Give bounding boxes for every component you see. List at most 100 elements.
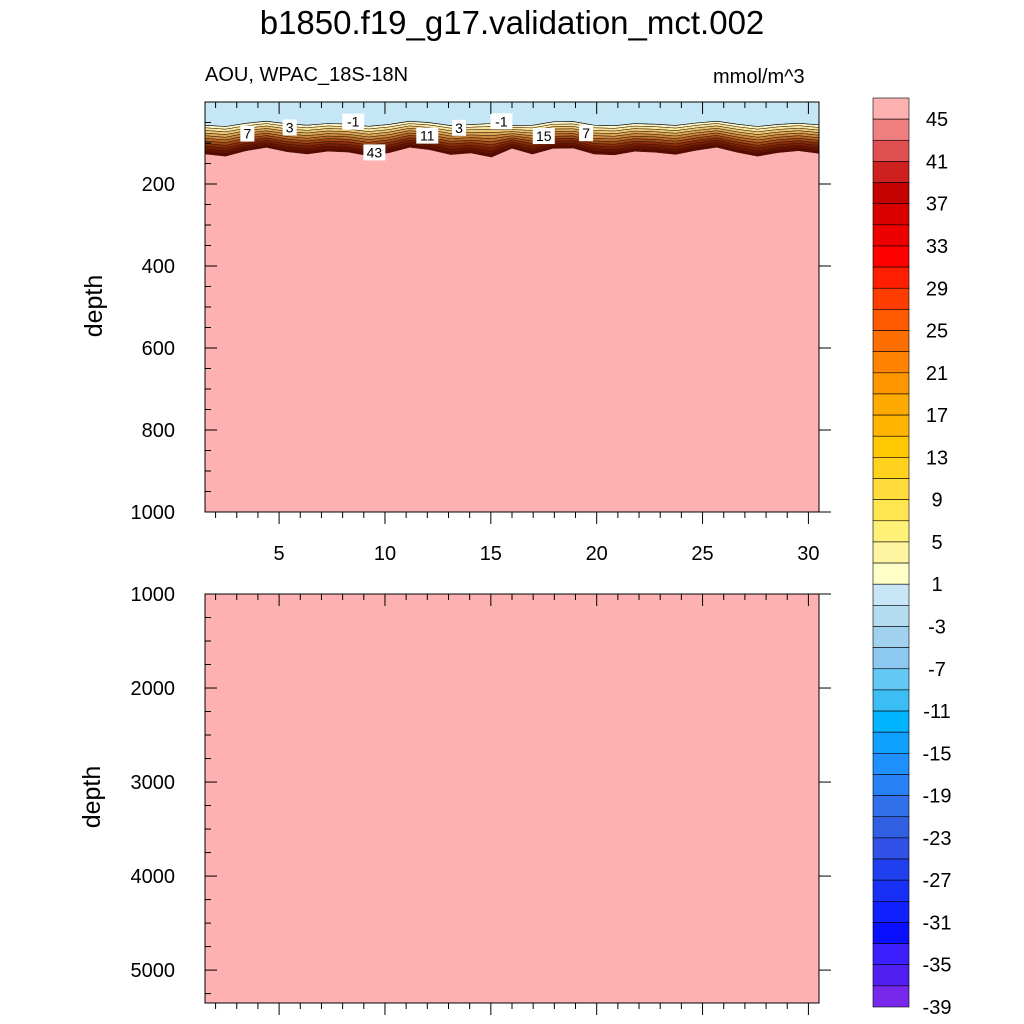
colorbar-box [872, 541, 910, 564]
contour-label-box [363, 144, 386, 161]
upper-xtick-label: 15 [480, 543, 502, 565]
colorbar-label: -15 [923, 743, 952, 765]
contour-label: -1 [347, 114, 360, 130]
colorbar-box [872, 837, 910, 860]
colorbar-box [872, 435, 910, 458]
contour-label: 7 [243, 126, 251, 142]
chart-title: b1850.f19_g17.validation_mct.002 [259, 4, 765, 41]
colorbar-box [872, 985, 910, 1008]
lower-ytick-label: 5000 [131, 960, 176, 982]
colorbar-box [872, 583, 910, 606]
colorbar-box [872, 414, 910, 437]
colorbar-box [872, 118, 910, 141]
colorbar-box [872, 266, 910, 289]
colorbar-label: 45 [926, 109, 948, 131]
colorbar-label: -3 [928, 616, 946, 638]
contour-label-box [416, 127, 439, 144]
upper-fill [205, 102, 819, 512]
contour-label-box [282, 119, 297, 136]
colorbar-label: 41 [926, 151, 948, 173]
units-label: mmol/m^3 [713, 66, 805, 88]
colorbar-box [872, 922, 910, 944]
colorbar-label: -7 [928, 659, 946, 681]
colorbar-label: -39 [923, 997, 952, 1019]
colorbar-label: -35 [923, 955, 952, 977]
colorbar-box [872, 457, 910, 479]
colorbar-box [872, 774, 910, 796]
colorbar-box [872, 97, 910, 120]
upper-xtick-label: 30 [797, 543, 819, 565]
upper-panel: 7 3 -1 43 11 3 -1 15 7 200 400 600 800 1000 5 10 15 20 25 3… [131, 101, 831, 565]
colorbar-box [872, 901, 910, 923]
colorbar-label: -31 [923, 912, 952, 934]
upper-xtick-label: 10 [374, 543, 396, 565]
upper-xtick-label: 5 [274, 543, 285, 565]
lower-ytick-label: 3000 [131, 772, 176, 794]
colorbar-box [872, 647, 910, 670]
colorbar-label: 9 [931, 490, 942, 512]
colorbar-box [872, 161, 910, 183]
colorbar-box [872, 224, 910, 247]
colorbar-box [872, 245, 910, 268]
contour-label: 3 [286, 119, 294, 135]
lower-ytick-label: 1000 [131, 584, 176, 606]
colorbar-box [872, 139, 910, 162]
upper-ytick-label: 600 [142, 338, 175, 360]
colorbar-box [872, 753, 910, 775]
colorbar-label: 33 [926, 236, 948, 258]
contour-label: 43 [367, 144, 383, 160]
colorbar-label: -11 [923, 701, 950, 723]
colorbar-box [872, 562, 910, 585]
colorbar-box [872, 372, 910, 395]
colorbar-box [872, 795, 910, 818]
colorbar-box [872, 182, 910, 204]
colorbar-box [872, 393, 910, 416]
lower-ytick-label: 2000 [131, 678, 176, 700]
contour-label: 3 [455, 120, 463, 136]
colorbar-label: -23 [923, 828, 952, 850]
colorbar-box [872, 879, 910, 902]
colorbar-box [872, 689, 910, 712]
colorbar: 45 41 37 33 29 25 21 17 13 9 5 1 -3 -7 -11 -15 -19 -23 -27… [872, 97, 952, 1019]
contour-label-box [532, 128, 555, 145]
colorbar-box [872, 203, 910, 226]
colorbar-box [872, 858, 910, 881]
colorbar-label: 25 [926, 321, 948, 343]
colorbar-label: 37 [926, 194, 948, 216]
colorbar-label: 13 [926, 447, 948, 469]
lower-fill [204, 593, 820, 1004]
colorbar-box [872, 478, 910, 500]
colorbar-box [872, 309, 910, 331]
colorbar-label: 21 [926, 363, 948, 385]
lower-ytick-label: 4000 [131, 866, 176, 888]
upper-xtick-label: 20 [586, 543, 608, 565]
colorbar-box [872, 816, 910, 839]
colorbar-box [872, 499, 910, 522]
colorbar-label: 5 [931, 532, 942, 554]
colorbar-box [872, 626, 910, 648]
contour-label-box [342, 113, 365, 130]
colorbar-label: 29 [926, 278, 948, 300]
colorbar-label: 1 [931, 574, 942, 596]
colorbar-box [872, 287, 910, 310]
upper-ytick-label: 1000 [131, 502, 176, 524]
contour-label-box [579, 125, 594, 142]
colorbar-box [872, 330, 910, 352]
lower-panel: 1000 2000 3000 4000 5000 [131, 584, 831, 1015]
upper-ytick-label: 200 [142, 174, 175, 196]
contour-label-box [452, 119, 467, 136]
contour-label: 7 [582, 125, 590, 141]
colorbar-label: 17 [926, 405, 948, 427]
colorbar-box [872, 731, 910, 754]
colorbar-box [872, 351, 910, 374]
upper-ytick-label: 800 [142, 420, 175, 442]
upper-xtick-label: 25 [691, 543, 713, 565]
colorbar-box [872, 520, 910, 543]
colorbar-label: -19 [923, 786, 952, 808]
colorbar-box [872, 605, 910, 627]
contour-label: 15 [536, 128, 552, 144]
contour-label-box [240, 125, 255, 142]
colorbar-box [872, 964, 910, 987]
contour-label: -1 [495, 113, 508, 129]
